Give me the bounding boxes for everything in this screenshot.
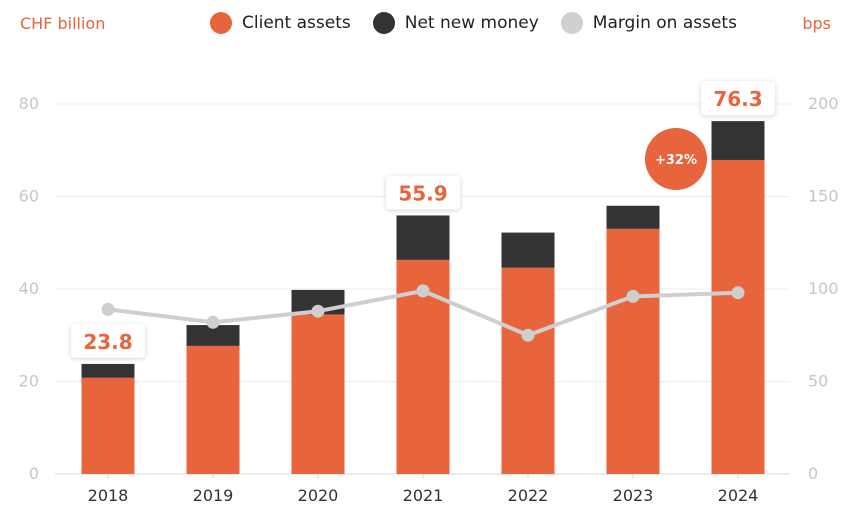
x-tick-label: 2024 — [718, 486, 759, 505]
margin-point — [416, 284, 430, 298]
right-tick-label: 50 — [808, 372, 828, 391]
growth-badge — [645, 128, 707, 190]
bar-net-new-money — [396, 215, 450, 260]
x-tick-label: 2023 — [613, 486, 654, 505]
x-tick-label: 2022 — [508, 486, 549, 505]
bar-net-new-money — [501, 232, 555, 268]
right-axis-unit: bps — [802, 14, 831, 33]
legend: Client assets Net new money Margin on as… — [210, 12, 737, 34]
bar-client-assets — [711, 159, 765, 474]
total-label: 76.3 — [713, 87, 762, 111]
x-tick-label: 2020 — [298, 486, 339, 505]
bar-client-assets — [291, 314, 345, 474]
left-tick-label: 60 — [19, 187, 39, 206]
legend-label-margin-on-assets: Margin on assets — [592, 13, 737, 33]
left-tick-label: 20 — [19, 372, 39, 391]
x-tick-label: 2018 — [88, 486, 129, 505]
left-axis-unit: CHF billion — [20, 14, 106, 33]
bar-client-assets — [606, 228, 660, 474]
total-label-box — [71, 323, 145, 358]
total-label-box — [701, 81, 775, 116]
right-tick-label: 150 — [808, 187, 839, 206]
right-tick-label: 100 — [808, 279, 839, 298]
legend-item-margin-on-assets: Margin on assets — [560, 12, 737, 34]
total-label: 55.9 — [398, 181, 447, 205]
right-tick-label: 200 — [808, 94, 839, 113]
bar-net-new-money — [711, 121, 765, 160]
bar-net-new-money — [186, 325, 240, 346]
margin-point — [521, 328, 535, 342]
x-tick-label: 2021 — [403, 486, 444, 505]
legend-swatch-margin-on-assets — [560, 12, 583, 34]
legend-item-client-assets: Client assets — [210, 12, 351, 34]
margin-point — [626, 289, 640, 303]
left-tick-label: 40 — [19, 279, 39, 298]
total-label-box — [386, 175, 460, 210]
left-tick-label: 0 — [29, 464, 39, 483]
margin-point — [101, 302, 115, 316]
legend-swatch-net-new-money — [372, 12, 395, 34]
bar-client-assets — [501, 267, 555, 474]
margin-point — [206, 315, 220, 329]
legend-swatch-client-assets — [210, 12, 232, 34]
legend-item-net-new-money: Net new money — [372, 12, 539, 34]
right-tick-label: 0 — [808, 464, 818, 483]
bar-client-assets — [81, 377, 135, 474]
margin-point — [731, 286, 745, 300]
total-label: 23.8 — [83, 330, 132, 354]
x-tick-label: 2019 — [193, 486, 234, 505]
margin-point — [311, 304, 325, 318]
legend-label-client-assets: Client assets — [242, 13, 351, 33]
legend-label-net-new-money: Net new money — [404, 13, 539, 33]
bar-client-assets — [186, 345, 240, 474]
growth-badge-label: +32% — [655, 153, 697, 168]
bar-net-new-money — [81, 363, 135, 378]
left-tick-label: 80 — [19, 94, 39, 113]
bar-net-new-money — [606, 205, 660, 229]
